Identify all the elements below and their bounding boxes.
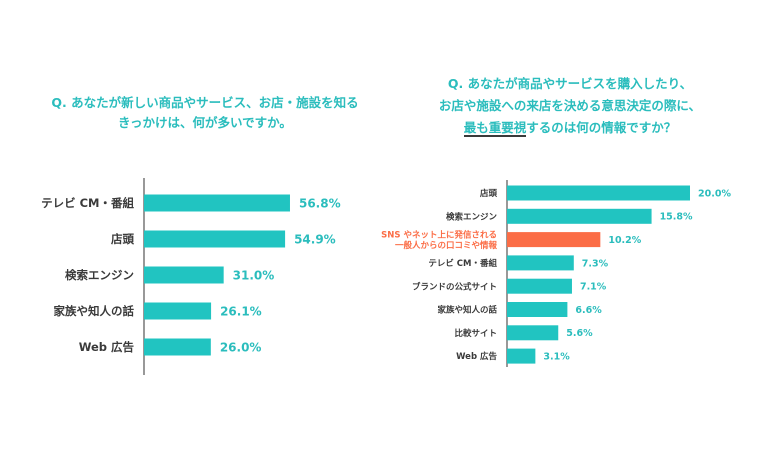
left-value-label: 56.8% bbox=[299, 196, 341, 210]
right-bar bbox=[507, 325, 559, 341]
right-title-line-3-rest: するのは何の情報ですか？ bbox=[526, 120, 677, 135]
right-value-label: 7.3% bbox=[582, 258, 609, 269]
right-bar bbox=[507, 232, 601, 248]
left-category-label: Web 広告 bbox=[79, 340, 135, 354]
right-value-label: 5.6% bbox=[566, 328, 593, 339]
left-category-label: 家族や知人の話 bbox=[54, 304, 135, 318]
emphasis-underline-text: 最も重要視 bbox=[463, 120, 527, 137]
right-value-label: 15.8% bbox=[660, 212, 693, 223]
left-bar bbox=[144, 230, 286, 248]
right-category-label: SNS やネット上に発信される bbox=[381, 229, 497, 240]
left-category-label: 店頭 bbox=[111, 232, 134, 246]
right-value-label: 7.1% bbox=[580, 282, 607, 293]
right-bar bbox=[507, 302, 568, 317]
right-category-label: 店頭 bbox=[479, 188, 498, 199]
right-category-label: 家族や知人の話 bbox=[437, 305, 497, 316]
left-bar bbox=[144, 338, 211, 356]
left-value-label: 54.9% bbox=[294, 232, 336, 246]
right-value-label: 20.0% bbox=[698, 188, 731, 199]
right-bar bbox=[507, 278, 572, 294]
left-chart-title: Q. あなたが新しい商品やサービス、お店・施設を知る きっかけは、何が多いですか… bbox=[20, 93, 390, 133]
right-category-label: Web 広告 bbox=[456, 351, 497, 362]
right-value-label: 3.1% bbox=[543, 352, 570, 363]
right-bar bbox=[507, 255, 574, 271]
right-value-label: 6.6% bbox=[575, 305, 602, 316]
left-bar bbox=[144, 302, 212, 320]
left-bar bbox=[144, 266, 224, 284]
left-value-label: 26.1% bbox=[220, 304, 262, 318]
left-value-label: 31.0% bbox=[233, 268, 275, 282]
right-value-label: 10.2% bbox=[608, 235, 641, 246]
right-category-label: 一般人からの口コミや情報 bbox=[395, 240, 498, 251]
left-value-label: 26.0% bbox=[220, 340, 262, 354]
left-title-line-2: きっかけは、何が多いですか。 bbox=[118, 115, 292, 130]
right-category-label: 比較サイト bbox=[454, 328, 497, 339]
right-chart-title: Q. あなたが商品やサービスを購入したり、 お店や施設への来店を決める意思決定の… bbox=[400, 73, 740, 139]
right-bar bbox=[507, 185, 690, 201]
left-category-label: 検索エンジン bbox=[65, 268, 134, 282]
right-title-line-3: 最も重要視するのは何の情報ですか？ bbox=[400, 117, 740, 139]
right-bar bbox=[507, 208, 652, 224]
right-bar bbox=[507, 348, 536, 364]
left-category-label: テレビ CM・番組 bbox=[41, 196, 134, 210]
left-title-line-1: Q. あなたが新しい商品やサービス、お店・施設を知る bbox=[51, 95, 359, 110]
right-title-line-1: Q. あなたが商品やサービスを購入したり、 bbox=[447, 76, 693, 91]
right-category-label: ブランドの公式サイト bbox=[412, 281, 497, 292]
right-category-label: 検索エンジン bbox=[446, 211, 498, 222]
left-bar bbox=[144, 194, 290, 212]
right-title-line-2: お店や施設への来店を決める意思決定の際に、 bbox=[438, 98, 702, 113]
right-category-label: テレビ CM・番組 bbox=[428, 258, 497, 269]
